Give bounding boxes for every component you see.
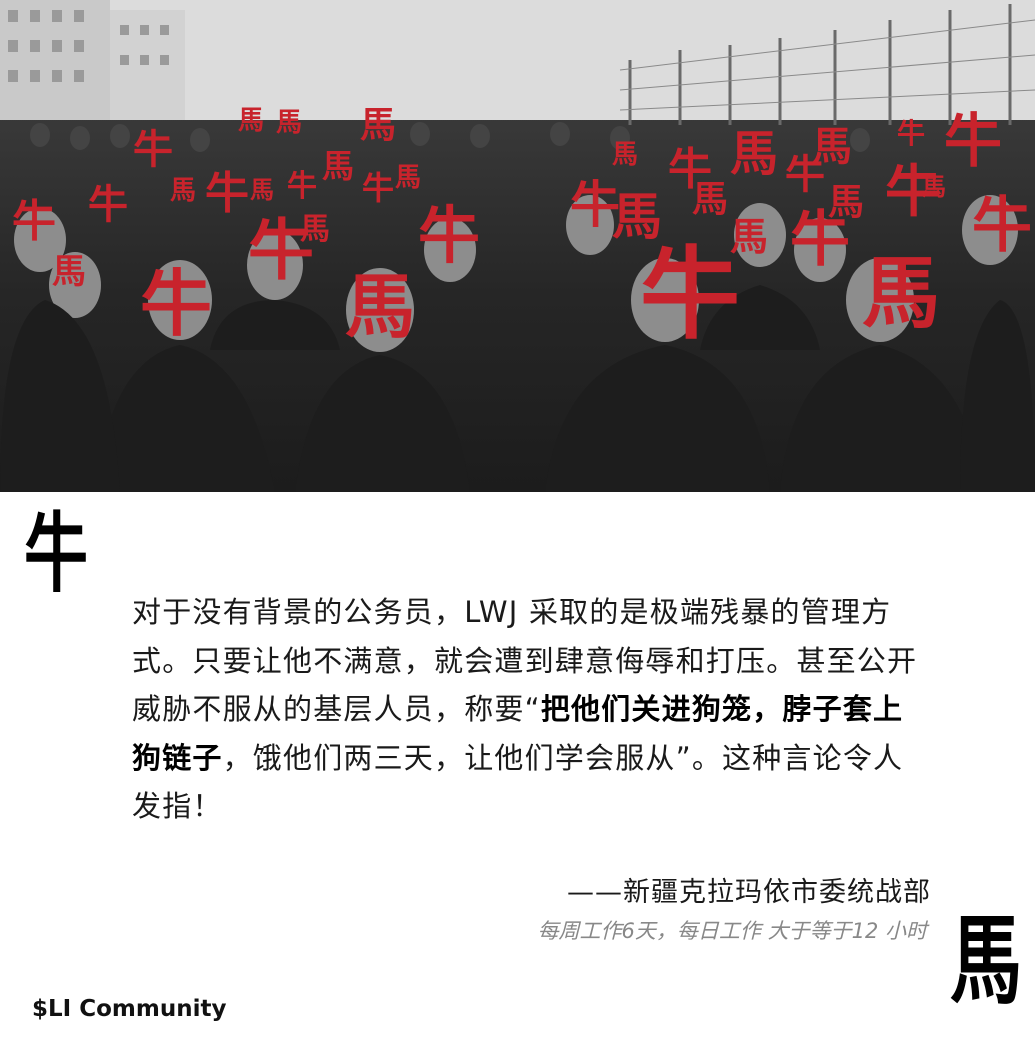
overlay-niu-char: 牛 — [897, 117, 926, 150]
overlay-niu-char: 牛 — [140, 262, 213, 346]
quote-part-1: 对于没有背景的公务员，LWJ 采取的是极端残暴的管理方式。只要让他不满意，就会遭… — [132, 595, 918, 726]
overlay-niu-char: 牛 — [570, 176, 620, 234]
quote-text: 对于没有背景的公务员，LWJ 采取的是极端残暴的管理方式。只要让他不满意，就会遭… — [132, 588, 932, 831]
quote-part-2: ，饿他们两三天，让他们学会服从”。这种言论令人发指！ — [132, 740, 904, 824]
work-hours-note: 每周工作6天，每日工作 大于等于12 小时 — [537, 919, 927, 943]
overlay-niu-char: 牛 — [640, 236, 740, 353]
overlay-ma-char: 馬 — [300, 212, 330, 247]
overlay-niu-char: 牛 — [785, 152, 825, 198]
overlay-niu-char: 牛 — [885, 160, 941, 225]
overlay-niu-char: 牛 — [248, 212, 314, 289]
overlay-niu-char: 牛 — [362, 169, 395, 207]
overlay-niu-char: 牛 — [205, 168, 249, 219]
overlay-niu-char: 牛 — [668, 144, 712, 195]
overlay-ma-char: 馬 — [250, 176, 274, 204]
overlay-ma-char: 馬 — [730, 215, 769, 259]
overlay-ma-char: 馬 — [52, 252, 86, 292]
overlay-ma-char: 馬 — [730, 126, 779, 182]
crowd-photo: 牛 馬 牛 牛 馬 牛 牛 馬 馬 馬 牛 牛 馬 馬 馬 牛 馬 馬 牛 牛 … — [0, 0, 1035, 492]
overlay-niu-char: 牛 — [12, 196, 56, 247]
community-label: $LI Community — [32, 996, 227, 1022]
overlay-ma-char: 馬 — [170, 176, 197, 206]
overlay-ma-char: 馬 — [360, 105, 397, 146]
overlay-niu-char: 牛 — [133, 127, 173, 173]
overlay-ma-char: 馬 — [345, 266, 415, 348]
overlay-ma-char: 馬 — [812, 124, 852, 170]
quote-bold-phrase: 把他们关进狗笼，脖子套上狗链子 — [132, 692, 904, 775]
decorative-niu-glyph: 牛 — [24, 505, 88, 606]
overlay-ma-char: 馬 — [238, 106, 265, 136]
overlay-ma-char: 馬 — [395, 163, 422, 193]
overlay-niu-char: 牛 — [418, 199, 481, 272]
overlay-ma-char: 馬 — [692, 179, 729, 220]
overlay-ma-char: 馬 — [322, 147, 355, 185]
overlay-ma-char: 馬 — [862, 249, 941, 339]
attribution: ——新疆克拉玛依市委统战部 — [567, 877, 931, 908]
overlay-niu-char: 牛 — [790, 205, 850, 275]
overlay-niu-char: 牛 — [287, 169, 317, 204]
photo-scene — [0, 0, 1035, 492]
overlay-niu-char: 牛 — [972, 191, 1032, 261]
overlay-ma-char: 馬 — [612, 140, 639, 170]
overlay-niu-char: 牛 — [88, 182, 128, 228]
overlay-ma-char: 馬 — [612, 188, 662, 246]
overlay-ma-char: 馬 — [276, 108, 303, 138]
overlay-niu-char: 牛 — [944, 107, 1003, 175]
decorative-ma-glyph: 馬 — [950, 903, 1023, 1018]
overlay-ma-char: 馬 — [922, 173, 946, 201]
overlay-ma-char: 馬 — [828, 182, 865, 223]
